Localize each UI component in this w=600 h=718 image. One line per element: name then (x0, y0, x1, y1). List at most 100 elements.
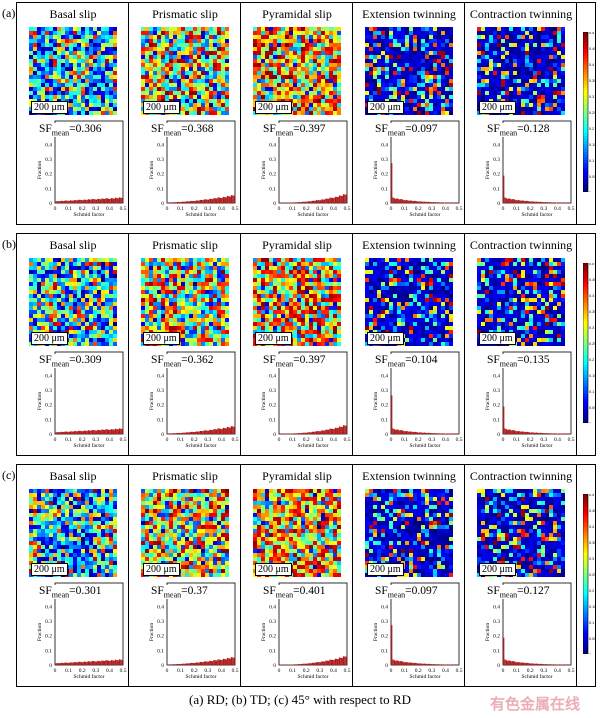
grain (449, 47, 454, 52)
grain (397, 51, 402, 56)
grain (197, 83, 202, 88)
x-tick-label: 0.5 (568, 206, 575, 212)
grain (493, 35, 498, 40)
grain (105, 306, 110, 311)
grain (61, 322, 66, 327)
grain (97, 99, 102, 104)
grain (257, 79, 262, 84)
grain (85, 318, 90, 323)
grain (397, 274, 402, 279)
grain (165, 262, 170, 267)
grain (285, 35, 290, 40)
grain (549, 39, 554, 44)
grain (173, 262, 178, 267)
grain (225, 59, 230, 64)
grain (41, 314, 46, 319)
grain (385, 314, 390, 319)
grain (401, 258, 406, 263)
grain (401, 270, 406, 275)
grain (337, 111, 342, 116)
grain (325, 43, 330, 48)
column-title: Prismatic slip (152, 7, 218, 21)
grain (113, 274, 118, 279)
grain (181, 71, 186, 76)
grain (69, 294, 74, 299)
grain (329, 63, 334, 68)
grain (225, 314, 230, 319)
grain (493, 87, 498, 92)
grain (541, 75, 546, 80)
grain (225, 111, 230, 116)
grain (29, 55, 34, 60)
grain (193, 270, 198, 275)
grain (333, 35, 338, 40)
colorbar-tick-label: 0.05 (589, 175, 595, 179)
y-tick-label: 0.1 (45, 186, 52, 192)
y-tick-label: 0.4 (269, 373, 276, 379)
grain (545, 91, 550, 96)
histogram-bar (542, 202, 544, 203)
grain (289, 262, 294, 267)
grain (33, 51, 38, 56)
grain (529, 27, 534, 32)
grain (517, 47, 522, 52)
histogram-bar (79, 430, 81, 435)
grain (533, 59, 538, 64)
grain (477, 55, 482, 60)
grain (401, 262, 406, 267)
grain (421, 43, 426, 48)
y-tick-label: 0 (161, 201, 164, 207)
x-tick-label: 0 (390, 206, 393, 212)
grain (409, 59, 414, 64)
grain (317, 83, 322, 88)
grain (269, 75, 274, 80)
grain (277, 83, 282, 88)
grain (285, 302, 290, 307)
grain (405, 266, 410, 271)
grain (529, 95, 534, 100)
grain (549, 67, 554, 72)
grain (221, 326, 226, 331)
grain (321, 310, 326, 315)
histogram-bar (426, 201, 428, 204)
grain (141, 79, 146, 84)
grain (49, 55, 54, 60)
grain (69, 59, 74, 64)
grain (221, 270, 226, 275)
grain (257, 266, 262, 271)
grain (101, 274, 106, 279)
grain (145, 314, 150, 319)
grain (445, 286, 450, 291)
grain (309, 31, 314, 36)
scale-bar: 200 μm (255, 332, 292, 345)
grain (553, 63, 558, 68)
grain (49, 266, 54, 271)
histogram-bar (395, 198, 397, 203)
grain (53, 91, 58, 96)
grain (81, 39, 86, 44)
grain (313, 266, 318, 271)
grain (517, 55, 522, 60)
grain (381, 266, 386, 271)
grain (325, 99, 330, 104)
grain (529, 71, 534, 76)
grain (449, 71, 454, 76)
grain (89, 35, 94, 40)
grain (85, 75, 90, 80)
grain (65, 278, 70, 283)
grain (385, 27, 390, 32)
grain (433, 59, 438, 64)
grain (449, 274, 454, 279)
grain (165, 55, 170, 60)
grain (197, 103, 202, 108)
grain (365, 63, 370, 68)
grain (285, 79, 290, 84)
grain (197, 258, 202, 263)
grain (301, 87, 306, 92)
histogram-bar (566, 202, 569, 203)
grain (429, 322, 434, 327)
grain (533, 67, 538, 72)
grain (429, 270, 434, 275)
grain (201, 266, 206, 271)
grain (337, 51, 342, 56)
